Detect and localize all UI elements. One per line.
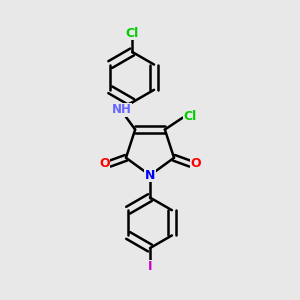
Text: NH: NH — [112, 103, 132, 116]
Text: Cl: Cl — [125, 27, 139, 40]
Text: O: O — [190, 157, 201, 170]
Text: N: N — [145, 169, 155, 182]
Text: I: I — [148, 260, 152, 273]
Text: Cl: Cl — [184, 110, 197, 123]
Text: O: O — [99, 157, 110, 170]
